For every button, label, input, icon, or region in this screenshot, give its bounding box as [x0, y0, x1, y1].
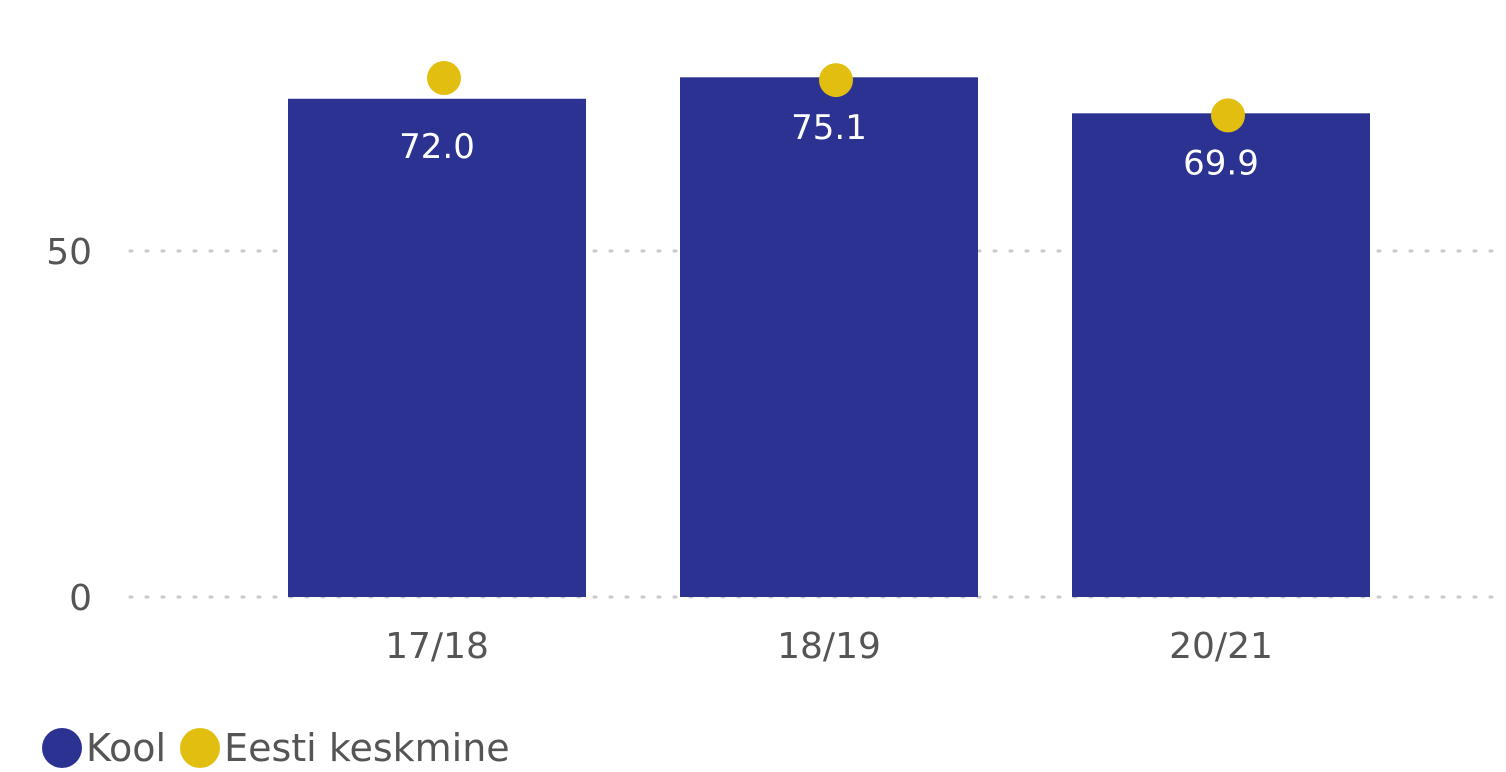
marker[interactable]	[427, 61, 461, 95]
legend-label-eesti-keskmine: Eesti keskmine	[224, 726, 510, 770]
data-label: 69.9	[1183, 143, 1259, 183]
x-tick-label: 18/19	[777, 626, 881, 667]
x-tick-label: 20/21	[1169, 626, 1273, 667]
marker[interactable]	[1211, 98, 1245, 133]
data-label: 72.0	[399, 127, 475, 167]
x-tick-label: 17/18	[385, 626, 489, 667]
legend-item-kool[interactable]: Kool	[42, 726, 166, 770]
bars	[288, 77, 1370, 598]
data-labels: 72.0 75.1 69.9	[399, 108, 1259, 183]
legend-swatch-kool	[42, 728, 82, 768]
legend-label-kool: Kool	[86, 726, 167, 770]
y-tick-label: 0	[69, 578, 92, 619]
bar[interactable]	[288, 98, 586, 597]
marker[interactable]	[819, 63, 853, 98]
legend: Kool Eesti keskmine	[42, 726, 524, 770]
chart-canvas: 0 50 72.0 75.1 69.9 17/18 18/19 20/21	[46, 61, 1506, 667]
bar[interactable]	[680, 77, 978, 598]
y-axis-ticks: 0 50	[46, 232, 92, 619]
legend-item-eesti-keskmine[interactable]: Eesti keskmine	[180, 726, 510, 770]
data-label: 75.1	[791, 108, 867, 148]
markers	[427, 61, 1245, 133]
bar[interactable]	[1072, 113, 1370, 598]
y-tick-label: 50	[46, 232, 92, 273]
legend-swatch-eesti-keskmine	[180, 728, 221, 768]
x-axis-ticks: 17/18 18/19 20/21	[385, 626, 1273, 667]
